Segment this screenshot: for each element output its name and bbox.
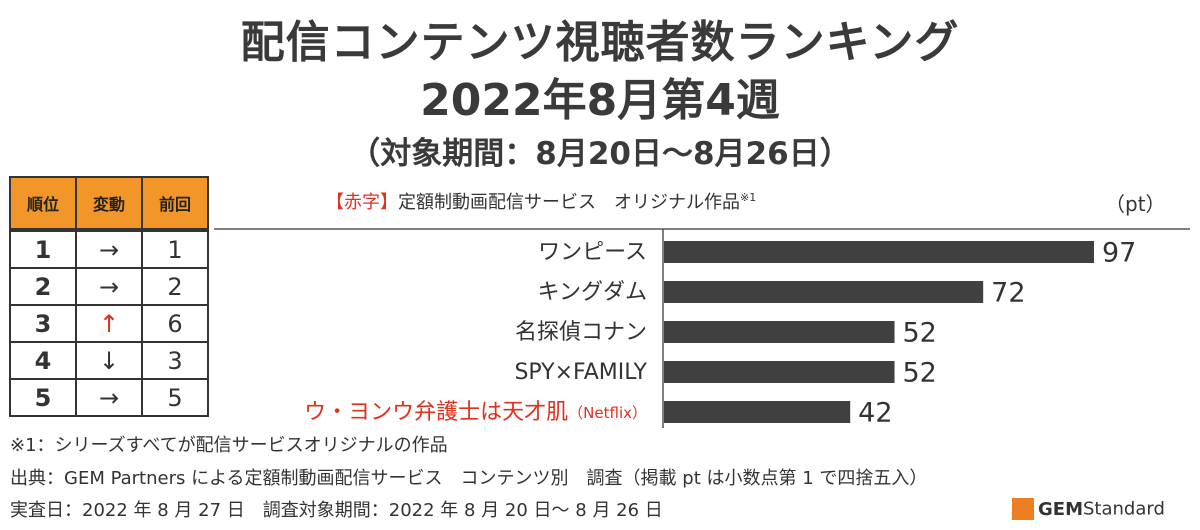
unit-label: （pt） — [1105, 192, 1166, 216]
table-row: 2 → 2 — [9, 267, 209, 306]
source-note: 出典：GEM Partners による定額制動画配信サービス コンテンツ別 調査… — [10, 468, 928, 489]
value-label: 42 — [858, 398, 892, 429]
footnote-1: ※1：シリーズすべてが配信サービスオリジナルの作品 — [10, 435, 448, 456]
value-label: 97 — [1102, 238, 1136, 269]
previous-rank-cell: 1 — [141, 229, 209, 269]
rank-cell: 5 — [9, 378, 77, 417]
legend-red-word: 赤字 — [344, 192, 380, 213]
category-label: ウ・ヨンウ弁護士は天才肌（Netflix） — [304, 400, 647, 425]
survey-dates-note: 実査日：2022 年 8 月 27 日 調査対象期間：2022 年 8 月 20… — [10, 500, 663, 521]
gem-standard-logo: GEMStandard — [1012, 498, 1165, 520]
previous-rank-cell: 3 — [141, 341, 209, 380]
change-arrow: → — [75, 378, 143, 417]
value-label: 72 — [991, 278, 1025, 309]
change-arrow: → — [75, 229, 143, 269]
category-label: ワンピース — [538, 240, 647, 265]
value-label: 52 — [903, 358, 937, 389]
header-change: 変動 — [75, 176, 143, 231]
legend-bracket-open: 【 — [326, 192, 344, 213]
logo-gem-text: GEM — [1038, 498, 1083, 520]
chart-title: 配信コンテンツ視聴者数ランキング — [240, 17, 960, 68]
rank-cell: 1 — [9, 229, 77, 269]
logo-square-icon — [1012, 498, 1034, 520]
bar — [664, 241, 1094, 263]
category-label: 名探偵コナン — [515, 320, 647, 345]
chart-subtitle-period: （対象期間：8月20日～8月26日） — [349, 136, 851, 172]
bar — [664, 361, 895, 383]
value-label: 52 — [903, 318, 937, 349]
ranking-table: 順位 変動 前回 1 → 1 2 → 2 3 ↑ 6 4 ↓ 3 5 → 5 — [9, 176, 209, 417]
table-row: 3 ↑ 6 — [9, 304, 209, 343]
category-label: SPY×FAMILY — [514, 360, 647, 385]
category-label: キングダム — [538, 280, 647, 305]
chart-subtitle-week: 2022年8月第4週 — [420, 75, 780, 126]
ranking-table-header: 順位 変動 前回 — [9, 176, 209, 231]
logo-standard-text: Standard — [1082, 498, 1165, 520]
table-row: 4 ↓ 3 — [9, 341, 209, 380]
header-previous: 前回 — [141, 176, 209, 231]
change-arrow: ↑ — [75, 304, 143, 343]
previous-rank-cell: 5 — [141, 378, 209, 417]
header-rank: 順位 — [9, 176, 77, 231]
table-row: 5 → 5 — [9, 378, 209, 417]
change-arrow: → — [75, 267, 143, 306]
rank-cell: 4 — [9, 341, 77, 380]
bar — [664, 281, 984, 303]
rank-cell: 3 — [9, 304, 77, 343]
table-row: 1 → 1 — [9, 229, 209, 269]
legend-text: 定額制動画配信サービス オリジナル作品 — [398, 192, 740, 213]
bar — [664, 401, 851, 423]
rank-cell: 2 — [9, 267, 77, 306]
legend-bracket-close: 】 — [380, 192, 398, 213]
change-arrow: ↓ — [75, 341, 143, 380]
previous-rank-cell: 6 — [141, 304, 209, 343]
previous-rank-cell: 2 — [141, 267, 209, 306]
bar — [664, 321, 895, 343]
legend-footnote-mark: ※1 — [740, 191, 757, 204]
legend-note: 【赤字】定額制動画配信サービス オリジナル作品※1 — [326, 188, 756, 214]
